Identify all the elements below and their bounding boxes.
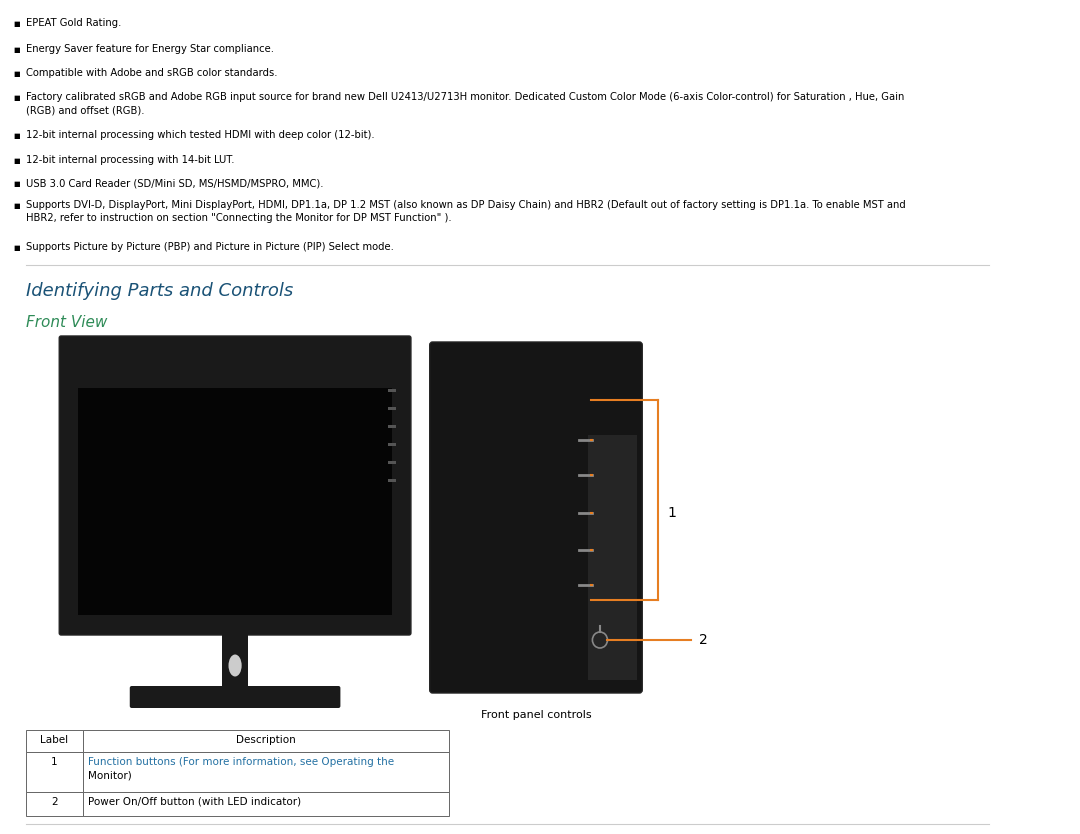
Bar xyxy=(26,752,83,792)
Text: 2: 2 xyxy=(51,797,58,807)
Text: Compatible with Adobe and sRGB color standards.: Compatible with Adobe and sRGB color sta… xyxy=(26,68,278,78)
Text: Supports DVI-D, DisplayPort, Mini DisplayPort, HDMI, DP1.1a, DP 1.2 MST (also kn: Supports DVI-D, DisplayPort, Mini Displa… xyxy=(26,200,906,210)
FancyBboxPatch shape xyxy=(59,336,410,635)
Text: ■: ■ xyxy=(13,203,19,209)
Text: 12-bit internal processing with 14-bit LUT.: 12-bit internal processing with 14-bit L… xyxy=(26,155,234,165)
FancyBboxPatch shape xyxy=(130,686,340,708)
Text: USB 3.0 Card Reader (SD/Mini SD, MS/HSMD/MSPRO, MMC).: USB 3.0 Card Reader (SD/Mini SD, MS/HSMD… xyxy=(26,178,324,188)
Text: Monitor): Monitor) xyxy=(89,770,132,780)
Bar xyxy=(389,389,396,392)
Bar xyxy=(83,752,449,792)
Bar xyxy=(221,633,248,688)
FancyBboxPatch shape xyxy=(430,342,643,693)
Text: EPEAT Gold Rating.: EPEAT Gold Rating. xyxy=(26,18,122,28)
Text: Identifying Parts and Controls: Identifying Parts and Controls xyxy=(26,282,294,300)
Text: Description: Description xyxy=(237,735,296,745)
Bar xyxy=(389,425,396,428)
Bar xyxy=(83,730,449,752)
Bar xyxy=(389,443,396,446)
Ellipse shape xyxy=(229,655,242,676)
Text: 1: 1 xyxy=(51,757,58,767)
Text: ■: ■ xyxy=(13,21,19,27)
Text: 1: 1 xyxy=(667,506,676,520)
Bar xyxy=(26,730,83,752)
Text: ■: ■ xyxy=(13,47,19,53)
Bar xyxy=(26,792,83,816)
Text: ■: ■ xyxy=(13,95,19,101)
Text: HBR2, refer to instruction on section "Connecting the Monitor for DP MST Functio: HBR2, refer to instruction on section "C… xyxy=(26,213,451,223)
Bar xyxy=(389,479,396,482)
Bar xyxy=(389,461,396,464)
Text: Factory calibrated sRGB and Adobe RGB input source for brand new Dell U2413/U271: Factory calibrated sRGB and Adobe RGB in… xyxy=(26,92,905,102)
Text: Power On/Off button (with LED indicator): Power On/Off button (with LED indicator) xyxy=(89,797,301,807)
Text: ■: ■ xyxy=(13,71,19,77)
Text: Front View: Front View xyxy=(26,315,108,330)
Bar xyxy=(83,792,449,816)
Bar xyxy=(389,407,396,410)
Text: ■: ■ xyxy=(13,158,19,164)
Text: 12-bit internal processing which tested HDMI with deep color (12-bit).: 12-bit internal processing which tested … xyxy=(26,130,375,140)
Text: Function buttons (For more information, see Operating the: Function buttons (For more information, … xyxy=(89,757,394,767)
Text: Supports Picture by Picture (PBP) and Picture in Picture (PIP) Select mode.: Supports Picture by Picture (PBP) and Pi… xyxy=(26,242,394,252)
Text: Energy Saver feature for Energy Star compliance.: Energy Saver feature for Energy Star com… xyxy=(26,44,274,54)
Bar xyxy=(78,388,392,615)
Text: ■: ■ xyxy=(13,133,19,139)
Text: ■: ■ xyxy=(13,245,19,251)
Text: Front panel controls: Front panel controls xyxy=(481,710,591,720)
Text: (RGB) and offset (RGB).: (RGB) and offset (RGB). xyxy=(26,105,145,115)
Text: ■: ■ xyxy=(13,181,19,187)
Bar xyxy=(588,435,636,680)
Text: 2: 2 xyxy=(699,633,707,647)
Text: Label: Label xyxy=(40,735,69,745)
